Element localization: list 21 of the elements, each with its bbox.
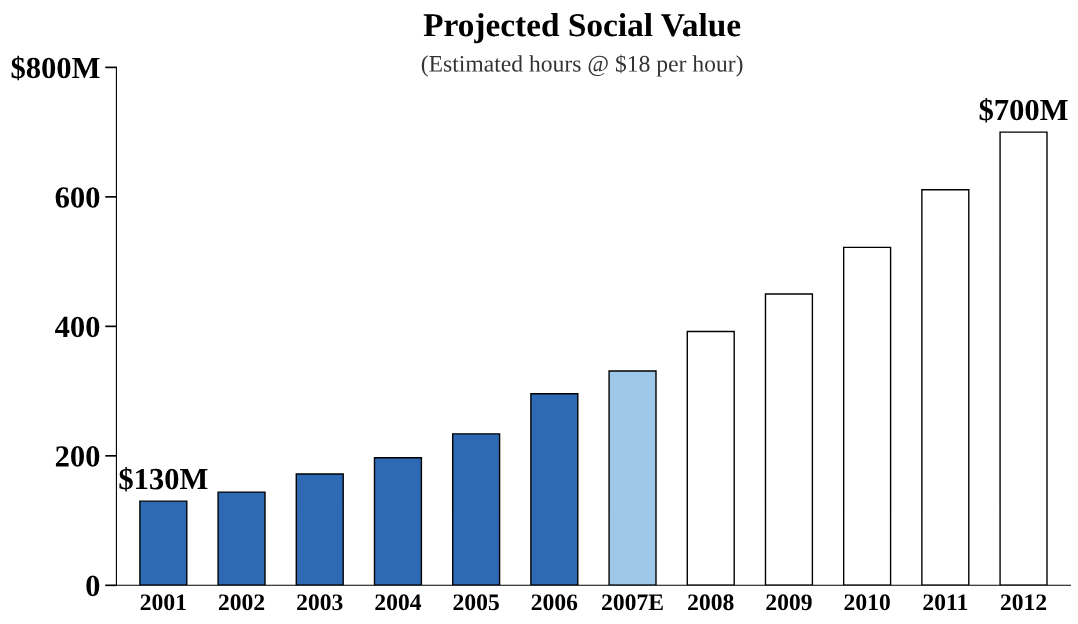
data-label: $700M: [979, 97, 1068, 123]
y-tick-label: 400: [55, 316, 100, 338]
x-tick-label: 2003: [297, 594, 343, 611]
x-tick-label: 2006: [531, 594, 578, 611]
x-tick-label: 2010: [844, 594, 890, 611]
x-tick-label: 2011: [923, 594, 968, 611]
y-tick-label: 200: [55, 446, 100, 467]
x-tick-label: 2005: [453, 594, 499, 611]
chart-subtitle: (Estimated hours @ $18 per hour): [421, 54, 743, 77]
y-tick-label: 600: [55, 187, 100, 208]
y-tick-label: $800M: [11, 55, 100, 81]
x-tick-label: 2009: [766, 594, 812, 611]
x-tick-label: 2001: [140, 594, 186, 611]
x-tick-label: 2012: [1000, 594, 1047, 611]
y-tick-label: 0: [86, 575, 100, 597]
x-tick-label: 2002: [218, 594, 265, 611]
x-tick-label: 2008: [688, 594, 734, 611]
data-label: $130M: [119, 466, 208, 492]
x-tick-label: 2004: [375, 594, 422, 611]
x-tick-label: 2007E: [602, 594, 663, 611]
chart-title: Projected Social Value: [423, 12, 741, 44]
